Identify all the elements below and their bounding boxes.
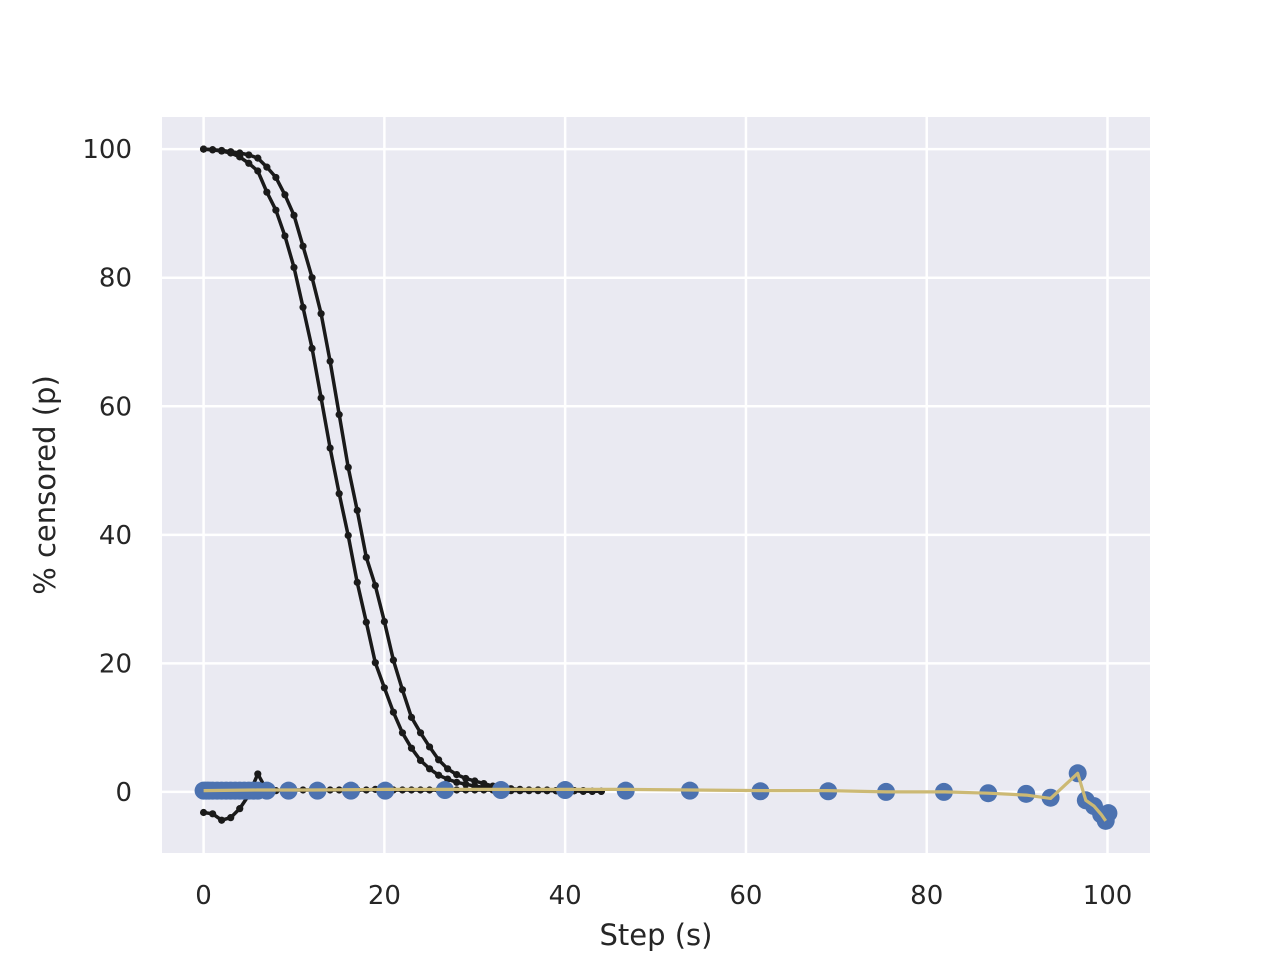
data-point bbox=[425, 743, 434, 751]
series-5 bbox=[203, 771, 1108, 822]
data-point bbox=[263, 163, 271, 171]
data-point bbox=[209, 810, 217, 818]
data-point bbox=[299, 242, 307, 250]
y-tick-label: 80 bbox=[99, 264, 132, 294]
data-point bbox=[308, 274, 316, 282]
data-point bbox=[435, 756, 443, 764]
data-point bbox=[254, 154, 262, 162]
data-point bbox=[480, 779, 488, 788]
data-point bbox=[272, 206, 280, 214]
y-axis-label: % censored (p) bbox=[28, 375, 62, 595]
data-point bbox=[398, 729, 407, 737]
data-point bbox=[462, 780, 470, 788]
data-point bbox=[245, 159, 253, 167]
x-tick-label: 20 bbox=[368, 881, 401, 911]
data-point bbox=[344, 463, 352, 471]
data-point bbox=[308, 344, 316, 353]
data-point bbox=[227, 814, 235, 822]
data-point bbox=[353, 578, 361, 586]
series-layer bbox=[194, 145, 1118, 830]
data-point bbox=[407, 744, 416, 752]
data-point bbox=[317, 394, 325, 402]
x-tick-label: 0 bbox=[195, 881, 212, 911]
data-point bbox=[272, 173, 280, 182]
data-point bbox=[263, 188, 271, 196]
x-tick-label: 80 bbox=[910, 881, 943, 911]
data-point bbox=[299, 303, 307, 311]
data-point bbox=[444, 765, 452, 773]
plot-area bbox=[162, 117, 1150, 853]
data-point bbox=[362, 618, 370, 626]
data-point bbox=[317, 310, 325, 318]
data-point bbox=[245, 151, 253, 159]
data-point bbox=[290, 211, 298, 219]
data-point bbox=[389, 656, 398, 664]
data-point bbox=[199, 145, 208, 153]
data-point bbox=[199, 808, 208, 817]
data-point bbox=[407, 713, 416, 721]
data-point bbox=[462, 774, 470, 783]
data-point bbox=[398, 686, 407, 694]
data-point bbox=[335, 490, 343, 498]
series-line bbox=[203, 771, 1108, 822]
data-point bbox=[380, 684, 388, 692]
data-point bbox=[236, 149, 244, 157]
data-point bbox=[254, 770, 262, 778]
x-tick-label: 100 bbox=[1083, 881, 1133, 911]
series-4 bbox=[194, 764, 1118, 830]
data-point bbox=[416, 729, 425, 737]
data-point bbox=[281, 191, 289, 199]
y-tick-label: 60 bbox=[99, 392, 132, 422]
x-axis-label: Step (s) bbox=[600, 918, 713, 952]
data-point bbox=[371, 581, 379, 590]
data-point bbox=[218, 146, 226, 155]
data-point bbox=[453, 778, 461, 786]
data-point bbox=[290, 263, 298, 272]
data-point bbox=[335, 411, 343, 419]
data-point bbox=[362, 553, 370, 561]
data-point bbox=[444, 775, 452, 783]
data-point bbox=[453, 770, 461, 779]
data-point bbox=[471, 777, 479, 785]
data-point bbox=[371, 659, 379, 667]
grid bbox=[162, 117, 1150, 853]
x-tick-label: 40 bbox=[549, 881, 582, 911]
data-point bbox=[326, 357, 334, 365]
y-tick-label: 100 bbox=[82, 135, 132, 165]
data-point bbox=[380, 617, 388, 626]
x-tick-label: 60 bbox=[729, 881, 762, 911]
data-point bbox=[254, 167, 262, 175]
data-point bbox=[236, 805, 244, 813]
y-tick-label: 20 bbox=[99, 649, 132, 679]
data-point bbox=[435, 771, 443, 779]
data-point bbox=[353, 506, 361, 514]
data-point bbox=[416, 756, 425, 765]
data-point bbox=[281, 232, 289, 240]
data-point bbox=[218, 816, 226, 824]
data-point bbox=[209, 146, 217, 154]
y-tick-label: 40 bbox=[99, 521, 132, 551]
data-point bbox=[389, 708, 398, 716]
data-point bbox=[425, 765, 434, 773]
data-point bbox=[227, 148, 235, 156]
y-tick-label: 0 bbox=[115, 778, 132, 808]
data-point bbox=[326, 444, 334, 452]
tick-labels: 0 20 40 60 80 100 0 20 40 60 80 100 bbox=[82, 135, 1132, 911]
data-point bbox=[344, 531, 352, 540]
